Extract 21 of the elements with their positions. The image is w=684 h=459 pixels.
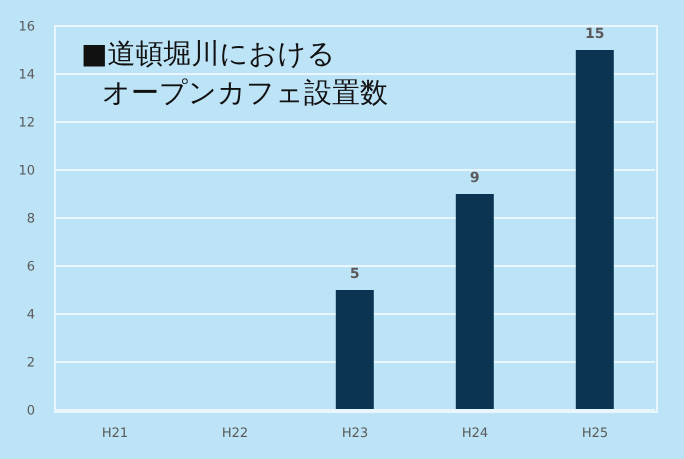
x-tick-label: H21 [102,426,128,442]
bar [456,194,494,410]
bar [576,50,614,410]
y-tick-label: 4 [26,308,35,323]
y-tick-label: 10 [18,164,35,179]
y-tick-label: 14 [18,68,35,83]
data-label: 9 [470,170,480,186]
data-label: 5 [350,266,360,282]
data-label: 15 [585,26,605,42]
y-tick-label: 6 [26,260,35,275]
bar [336,290,374,410]
x-tick-label: H22 [222,426,248,442]
y-tick-label: 16 [18,20,35,35]
y-tick-label: 2 [26,356,35,371]
y-tick-label: 0 [26,404,35,419]
y-tick-label: 12 [18,116,35,131]
x-tick-label: H24 [462,426,488,442]
y-tick-label: 8 [26,212,35,227]
text: ■道頓堀川におけるオープンカフェ設置数 [81,37,388,109]
x-tick-label: H25 [582,426,608,442]
x-tick-label: H23 [342,426,368,442]
